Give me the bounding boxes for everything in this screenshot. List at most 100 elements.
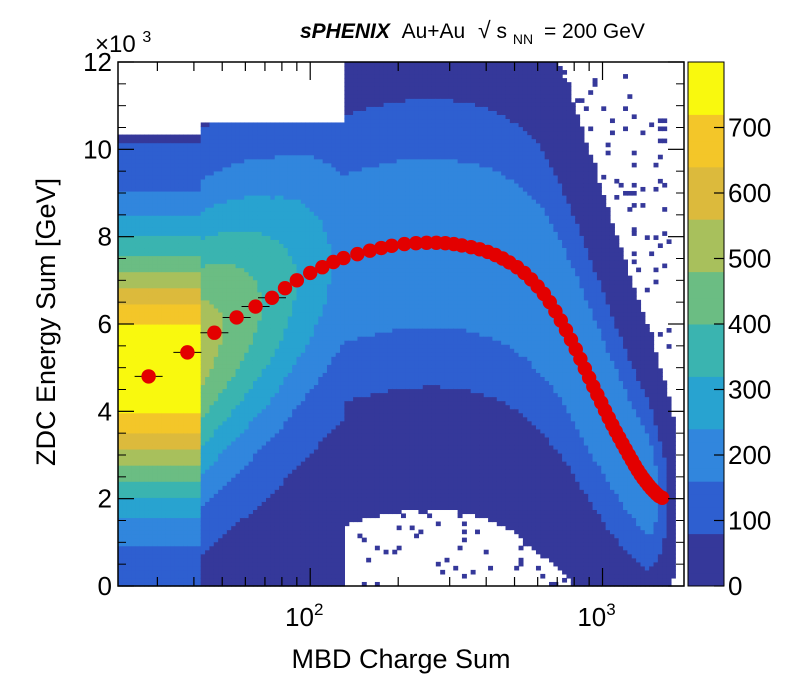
heatmap-cell [196,332,202,337]
heatmap-cell [274,380,280,386]
heatmap-cell [152,263,158,269]
heatmap-cell [222,457,228,462]
heatmap-cell [131,461,137,466]
heatmap-cell [205,186,211,192]
heatmap-cell [148,158,154,164]
heatmap-cell [231,291,237,297]
heatmap-cell [261,247,267,253]
heatmap-cell [178,497,184,502]
heatmap-cell [266,259,271,265]
heatmap-cell [231,307,237,313]
heatmap-cell [218,420,224,426]
heatmap-cell [305,461,311,466]
heatmap-cell [183,275,189,281]
heatmap-cell [126,428,132,434]
heatmap-cell [274,368,280,373]
heatmap-cell [152,404,158,410]
heatmap-cell [239,319,245,325]
heatmap-cell [226,223,232,228]
heatmap-cell [248,360,254,365]
heatmap-cell [192,549,197,555]
heatmap-cell [213,493,219,498]
heatmap-cell [283,211,289,216]
heatmap-cell [200,436,206,442]
heatmap-cell [226,392,232,398]
heatmap-cell [235,195,241,200]
heatmap-cell [200,328,206,333]
heatmap-cell [183,368,189,373]
heatmap-cell [200,195,206,200]
heatmap-cell [200,537,206,543]
heatmap-cell [178,215,184,220]
heatmap-cell [118,517,123,523]
heatmap-cell [209,428,215,434]
heatmap-cell [131,432,137,438]
heatmap-cell [183,154,189,160]
heatmap-cell [178,408,184,414]
heatmap-cell [196,235,202,240]
heatmap-cell [187,263,193,269]
heatmap-cell [257,465,263,470]
heatmap-cell [279,227,285,232]
heatmap-cell [287,328,293,333]
heatmap-cell [135,440,141,446]
heatmap-cell [152,424,158,430]
heatmap-cell [200,247,206,253]
heatmap-cell [174,263,180,269]
heatmap-cell [139,469,145,474]
heatmap-cell [292,372,298,377]
heatmap-cell [165,364,171,369]
heatmap-cell [135,332,141,337]
heatmap-cell [187,400,193,406]
heatmap-cell [296,444,302,450]
heatmap-cell [244,299,250,305]
heatmap-cell [209,469,215,474]
heatmap-cell [157,420,163,426]
heatmap-cell [200,146,206,152]
heatmap-cell [187,557,193,563]
heatmap-cell [178,283,184,289]
heatmap-cell [157,295,163,301]
heatmap-cell [218,509,224,515]
heatmap-cell [205,457,211,462]
heatmap-cell [131,348,137,353]
heatmap-cell [239,142,245,148]
heatmap-cell [239,509,245,515]
heatmap-cell [305,356,311,361]
heatmap-cell [248,283,254,289]
heatmap-cell [196,150,202,156]
heatmap-cell [122,235,128,240]
heatmap-cell [122,392,128,398]
heatmap-cell [122,581,128,587]
heatmap-cell [174,473,180,478]
heatmap-cell [283,457,289,462]
heatmap-cell [235,489,241,494]
heatmap-cell [266,364,271,369]
heatmap-cell [174,291,180,297]
heatmap-cell [231,529,237,535]
heatmap-cell [300,267,306,273]
heatmap-cell [126,267,132,273]
heatmap-cell [131,380,137,386]
heatmap-cell [196,432,202,438]
heatmap-cell [283,529,289,535]
heatmap-cell [261,259,267,265]
heatmap-cell [296,364,302,369]
heatmap-cell [305,485,311,490]
heatmap-cell [157,352,163,357]
heatmap-cell [222,368,228,373]
heatmap-cell [152,174,158,180]
heatmap-cell [248,227,254,232]
heatmap-cell [274,477,280,482]
heatmap-cell [266,428,271,434]
heatmap-cell [257,287,263,293]
heatmap-cell [261,489,267,494]
heatmap-cell [157,340,163,345]
heatmap-cell [126,287,132,293]
heatmap-cell [183,565,189,571]
heatmap-cell [218,199,224,204]
heatmap-cell [226,332,232,337]
heatmap-cell [174,573,180,579]
heatmap-cell [126,533,132,539]
heatmap-cell [122,380,128,386]
